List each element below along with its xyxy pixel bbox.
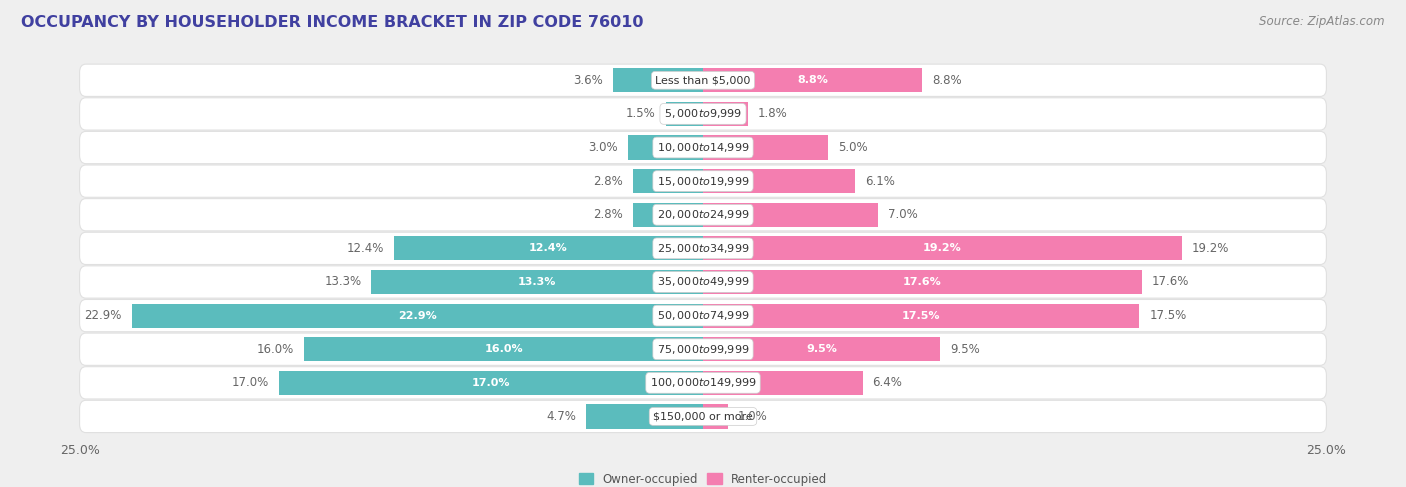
- Text: 17.5%: 17.5%: [901, 311, 941, 320]
- Text: 12.4%: 12.4%: [529, 244, 568, 253]
- FancyBboxPatch shape: [80, 300, 1326, 332]
- FancyBboxPatch shape: [80, 98, 1326, 130]
- FancyBboxPatch shape: [80, 367, 1326, 399]
- Bar: [613, 68, 703, 93]
- Text: 19.2%: 19.2%: [922, 244, 962, 253]
- Bar: [703, 169, 855, 193]
- Text: 16.0%: 16.0%: [484, 344, 523, 354]
- Text: Less than $5,000: Less than $5,000: [655, 75, 751, 85]
- Bar: [703, 135, 828, 160]
- FancyBboxPatch shape: [80, 165, 1326, 197]
- Bar: [703, 371, 863, 395]
- Bar: [703, 404, 728, 429]
- Bar: [633, 169, 703, 193]
- Text: 19.2%: 19.2%: [1192, 242, 1229, 255]
- Bar: [628, 135, 703, 160]
- FancyBboxPatch shape: [80, 400, 1326, 432]
- Text: $35,000 to $49,999: $35,000 to $49,999: [657, 276, 749, 288]
- Bar: [703, 303, 1139, 328]
- Text: 3.6%: 3.6%: [574, 74, 603, 87]
- Bar: [703, 236, 1182, 261]
- Text: 6.1%: 6.1%: [865, 175, 896, 187]
- Text: $75,000 to $99,999: $75,000 to $99,999: [657, 343, 749, 356]
- Text: 9.5%: 9.5%: [950, 343, 980, 356]
- Text: 8.8%: 8.8%: [797, 75, 828, 85]
- Bar: [394, 236, 703, 261]
- Text: 13.3%: 13.3%: [325, 276, 361, 288]
- Text: $150,000 or more: $150,000 or more: [654, 412, 752, 421]
- Text: 2.8%: 2.8%: [593, 208, 623, 221]
- Text: 7.0%: 7.0%: [887, 208, 917, 221]
- Text: $20,000 to $24,999: $20,000 to $24,999: [657, 208, 749, 221]
- Text: $100,000 to $149,999: $100,000 to $149,999: [650, 376, 756, 389]
- Text: 17.0%: 17.0%: [472, 378, 510, 388]
- FancyBboxPatch shape: [80, 232, 1326, 264]
- Text: 6.4%: 6.4%: [873, 376, 903, 389]
- Text: 1.8%: 1.8%: [758, 108, 787, 120]
- Text: 8.8%: 8.8%: [932, 74, 962, 87]
- Bar: [703, 203, 877, 227]
- Bar: [586, 404, 703, 429]
- Text: 4.7%: 4.7%: [546, 410, 576, 423]
- Text: $25,000 to $34,999: $25,000 to $34,999: [657, 242, 749, 255]
- Bar: [703, 337, 939, 361]
- Text: 3.0%: 3.0%: [589, 141, 619, 154]
- Bar: [703, 68, 922, 93]
- Bar: [703, 270, 1142, 294]
- FancyBboxPatch shape: [80, 64, 1326, 96]
- Bar: [132, 303, 703, 328]
- Bar: [703, 102, 748, 126]
- Text: $10,000 to $14,999: $10,000 to $14,999: [657, 141, 749, 154]
- Text: 16.0%: 16.0%: [257, 343, 294, 356]
- Text: 17.5%: 17.5%: [1149, 309, 1187, 322]
- Text: 17.6%: 17.6%: [903, 277, 942, 287]
- Text: 22.9%: 22.9%: [84, 309, 122, 322]
- Text: $50,000 to $74,999: $50,000 to $74,999: [657, 309, 749, 322]
- Bar: [665, 102, 703, 126]
- Text: $15,000 to $19,999: $15,000 to $19,999: [657, 175, 749, 187]
- Text: 22.9%: 22.9%: [398, 311, 437, 320]
- FancyBboxPatch shape: [80, 199, 1326, 231]
- Text: 17.6%: 17.6%: [1152, 276, 1189, 288]
- Text: OCCUPANCY BY HOUSEHOLDER INCOME BRACKET IN ZIP CODE 76010: OCCUPANCY BY HOUSEHOLDER INCOME BRACKET …: [21, 15, 644, 30]
- Text: 1.0%: 1.0%: [738, 410, 768, 423]
- Text: 2.8%: 2.8%: [593, 175, 623, 187]
- Bar: [278, 371, 703, 395]
- Text: $5,000 to $9,999: $5,000 to $9,999: [664, 108, 742, 120]
- Bar: [371, 270, 703, 294]
- Text: 12.4%: 12.4%: [346, 242, 384, 255]
- Text: 1.5%: 1.5%: [626, 108, 655, 120]
- Legend: Owner-occupied, Renter-occupied: Owner-occupied, Renter-occupied: [579, 472, 827, 486]
- Text: Source: ZipAtlas.com: Source: ZipAtlas.com: [1260, 15, 1385, 28]
- Text: 13.3%: 13.3%: [517, 277, 557, 287]
- Bar: [633, 203, 703, 227]
- Text: 9.5%: 9.5%: [806, 344, 837, 354]
- FancyBboxPatch shape: [80, 333, 1326, 365]
- Text: 5.0%: 5.0%: [838, 141, 868, 154]
- FancyBboxPatch shape: [80, 266, 1326, 298]
- Bar: [304, 337, 703, 361]
- Text: 17.0%: 17.0%: [232, 376, 269, 389]
- FancyBboxPatch shape: [80, 131, 1326, 164]
